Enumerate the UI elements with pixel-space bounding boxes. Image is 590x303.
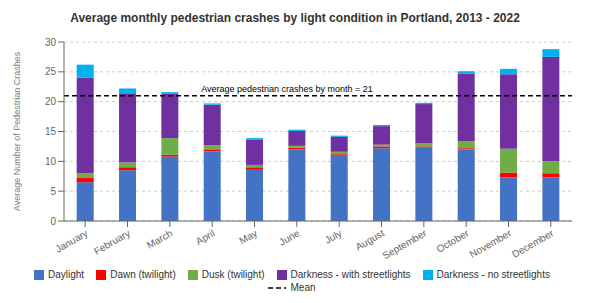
svg-text:November: November: [468, 227, 514, 260]
svg-text:February: February: [92, 227, 132, 257]
svg-text:December: December: [510, 227, 556, 260]
html-text:Darkness - with streetlights: Darkness - with streetlights: [290, 269, 411, 280]
svg-text:April: April: [194, 227, 217, 247]
svg-text:August: August: [354, 227, 387, 252]
svg-text:March: March: [145, 227, 175, 250]
svg-text:30: 30: [45, 37, 57, 48]
html-text:Dawn (twilight): Dawn (twilight): [110, 269, 176, 280]
svg-text:Average pedestrian crashes by: Average pedestrian crashes by month = 21: [201, 84, 373, 94]
svg-text:5: 5: [50, 186, 56, 197]
svg-text:May: May: [237, 227, 259, 246]
html-text:Average monthly pedestrian cra: Average monthly pedestrian crashes by li…: [70, 11, 520, 25]
svg-text:10: 10: [45, 156, 57, 167]
svg-text:0: 0: [50, 216, 56, 227]
svg-text:15: 15: [45, 126, 57, 137]
html-text:Daylight: Daylight: [48, 269, 85, 280]
svg-text:October: October: [434, 227, 471, 255]
svg-text:September: September: [381, 227, 429, 261]
svg-text:20: 20: [45, 96, 57, 107]
svg-text:January: January: [53, 227, 89, 254]
html-text:Dusk (twilight): Dusk (twilight): [201, 269, 265, 280]
html-text:Mean: Mean: [290, 282, 316, 293]
svg-text:25: 25: [45, 66, 57, 77]
svg-text:Average Number of Pedestrian C: Average Number of Pedestrian Crashes: [12, 51, 22, 211]
html-text:Darkness - no streetlights: Darkness - no streetlights: [436, 269, 550, 280]
svg-text:July: July: [323, 227, 344, 245]
svg-text:June: June: [277, 227, 302, 248]
